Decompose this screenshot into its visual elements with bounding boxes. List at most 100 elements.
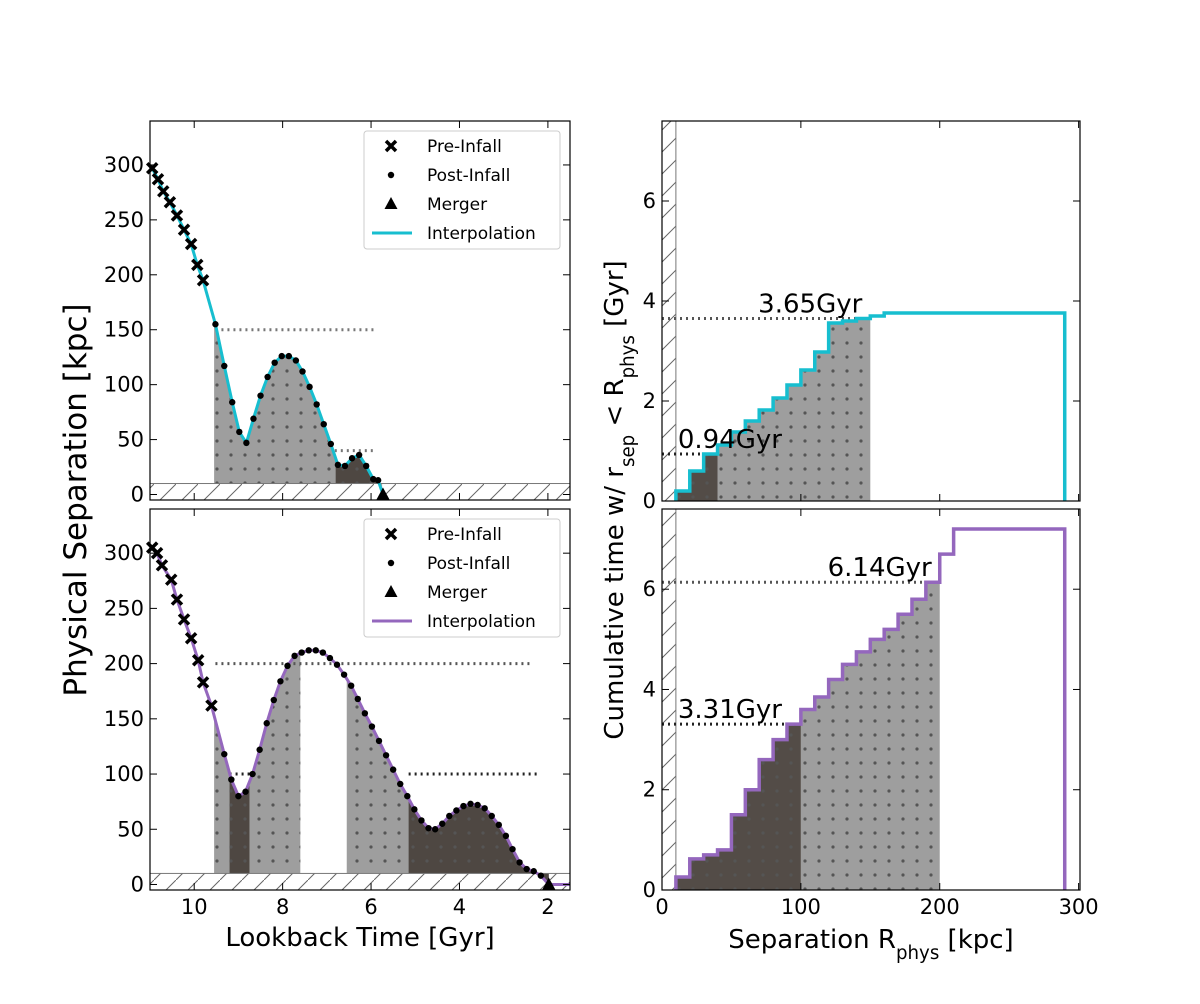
x-tick-label: 2 bbox=[541, 895, 554, 919]
post-infall-marker bbox=[397, 780, 404, 788]
threshold-label: 3.65Gyr bbox=[758, 290, 862, 320]
y-tick-label: 250 bbox=[104, 208, 144, 232]
pre-infall-marker bbox=[170, 593, 184, 606]
y-tick-label: 250 bbox=[104, 596, 144, 620]
region-dots bbox=[408, 798, 549, 885]
label-part: < R bbox=[600, 378, 630, 434]
region-dots bbox=[335, 454, 380, 486]
legend-box bbox=[363, 518, 561, 638]
post-infall-marker bbox=[347, 682, 355, 689]
post-infall-marker bbox=[326, 654, 334, 662]
x-tick-label: 0 bbox=[655, 895, 668, 919]
post-infall-marker bbox=[348, 455, 356, 462]
region-dots bbox=[717, 318, 871, 501]
pre-infall-marker bbox=[177, 223, 191, 236]
post-infall-marker bbox=[298, 649, 305, 656]
threshold-label: 6.14Gyr bbox=[828, 553, 932, 583]
region-dots bbox=[229, 773, 250, 874]
y-tick-label: 50 bbox=[117, 428, 144, 452]
region bbox=[800, 582, 940, 890]
legend-label: Pre-Infall bbox=[427, 525, 502, 545]
post-infall-marker bbox=[306, 383, 313, 391]
x-tick-label: 8 bbox=[276, 895, 289, 919]
y-tick-label: 50 bbox=[117, 817, 144, 841]
post-infall-marker bbox=[439, 820, 446, 827]
post-infall-marker bbox=[516, 859, 523, 866]
y-tick-label: 150 bbox=[104, 318, 144, 342]
post-infall-marker bbox=[368, 723, 376, 730]
pre-infall-marker bbox=[184, 631, 198, 645]
post-infall-marker bbox=[257, 392, 264, 399]
post-infall-marker bbox=[537, 872, 545, 879]
x-tick-label: 300 bbox=[1059, 895, 1099, 919]
y-tick-label: 4 bbox=[643, 677, 656, 701]
y-tick-label: 200 bbox=[104, 263, 144, 287]
pre-infall-marker bbox=[205, 699, 218, 712]
post-infall-marker bbox=[474, 801, 481, 809]
post-infall-marker bbox=[221, 750, 228, 758]
post-infall-marker bbox=[271, 359, 278, 366]
merger-marker bbox=[542, 877, 556, 890]
post-infall-marker bbox=[236, 428, 243, 436]
post-infall-marker bbox=[431, 826, 439, 833]
post-infall-marker bbox=[481, 805, 488, 812]
post-infall-marker bbox=[242, 788, 249, 795]
post-infall-marker bbox=[389, 766, 397, 773]
post-infall-marker bbox=[228, 776, 235, 783]
pre-infall-marker bbox=[163, 196, 177, 209]
plot-area bbox=[662, 121, 1067, 501]
post-infall-marker bbox=[382, 752, 390, 759]
x-tick-label: 100 bbox=[781, 895, 821, 919]
pre-infall-marker bbox=[191, 258, 204, 272]
post-infall-marker bbox=[319, 649, 327, 656]
x-axis-label: Lookback Time [Gyr] bbox=[225, 923, 494, 953]
y-tick-label: 200 bbox=[104, 652, 144, 676]
post-infall-marker bbox=[495, 821, 503, 829]
plot-area bbox=[150, 546, 570, 890]
post-infall-marker bbox=[446, 812, 453, 820]
x-tick-label: 6 bbox=[364, 895, 377, 919]
excluded-hatch bbox=[662, 509, 677, 890]
legend: Pre-Infall Post-Infall Merger Interpolation bbox=[363, 130, 561, 250]
label-part: [kpc] bbox=[939, 925, 1013, 955]
threshold-label: 0.94Gyr bbox=[678, 425, 782, 455]
label-subscript: phys bbox=[896, 943, 939, 964]
label-part: [Gyr] bbox=[600, 260, 630, 335]
post-infall-marker bbox=[354, 695, 361, 703]
region bbox=[229, 773, 250, 874]
x-tick-label: 10 bbox=[181, 895, 208, 919]
legend-label: Merger bbox=[427, 195, 487, 215]
region bbox=[717, 318, 871, 501]
post-infall-marker bbox=[509, 845, 516, 853]
post-infall-marker bbox=[502, 832, 510, 840]
legend-box bbox=[363, 130, 561, 250]
post-infall-marker bbox=[278, 352, 285, 360]
axes-frame bbox=[149, 508, 571, 891]
pre-infall-marker bbox=[196, 676, 210, 689]
y-axis-label: Physical Separation [kpc] bbox=[58, 303, 94, 696]
y-tick-label: 150 bbox=[104, 707, 144, 731]
label-subscript: sep bbox=[618, 435, 639, 467]
post-infall-marker bbox=[250, 415, 257, 422]
legend-label: Merger bbox=[427, 583, 487, 603]
legend-label: Pre-Infall bbox=[427, 137, 502, 157]
pre-infall-marker bbox=[184, 237, 198, 251]
post-infall-marker bbox=[277, 678, 284, 685]
cumulative-step bbox=[674, 527, 1067, 890]
y-tick-label: 0 bbox=[643, 878, 656, 902]
post-infall-marker bbox=[370, 475, 377, 483]
post-infall-marker bbox=[292, 357, 300, 364]
post-infall-marker bbox=[313, 401, 320, 408]
y-tick-label: 100 bbox=[104, 762, 144, 786]
post-infall-marker bbox=[312, 647, 319, 654]
y-tick-label: 2 bbox=[643, 778, 656, 802]
post-infall-marker bbox=[361, 710, 369, 717]
legend-label: Post-Infall bbox=[427, 554, 510, 574]
merger-marker bbox=[384, 197, 398, 209]
cumulative-step bbox=[674, 311, 1067, 501]
post-infall-marker bbox=[327, 440, 335, 448]
post-infall-marker bbox=[264, 373, 271, 381]
interpolation-line bbox=[151, 546, 570, 886]
axis-label: Separation Rphys [kpc] bbox=[728, 925, 1013, 964]
